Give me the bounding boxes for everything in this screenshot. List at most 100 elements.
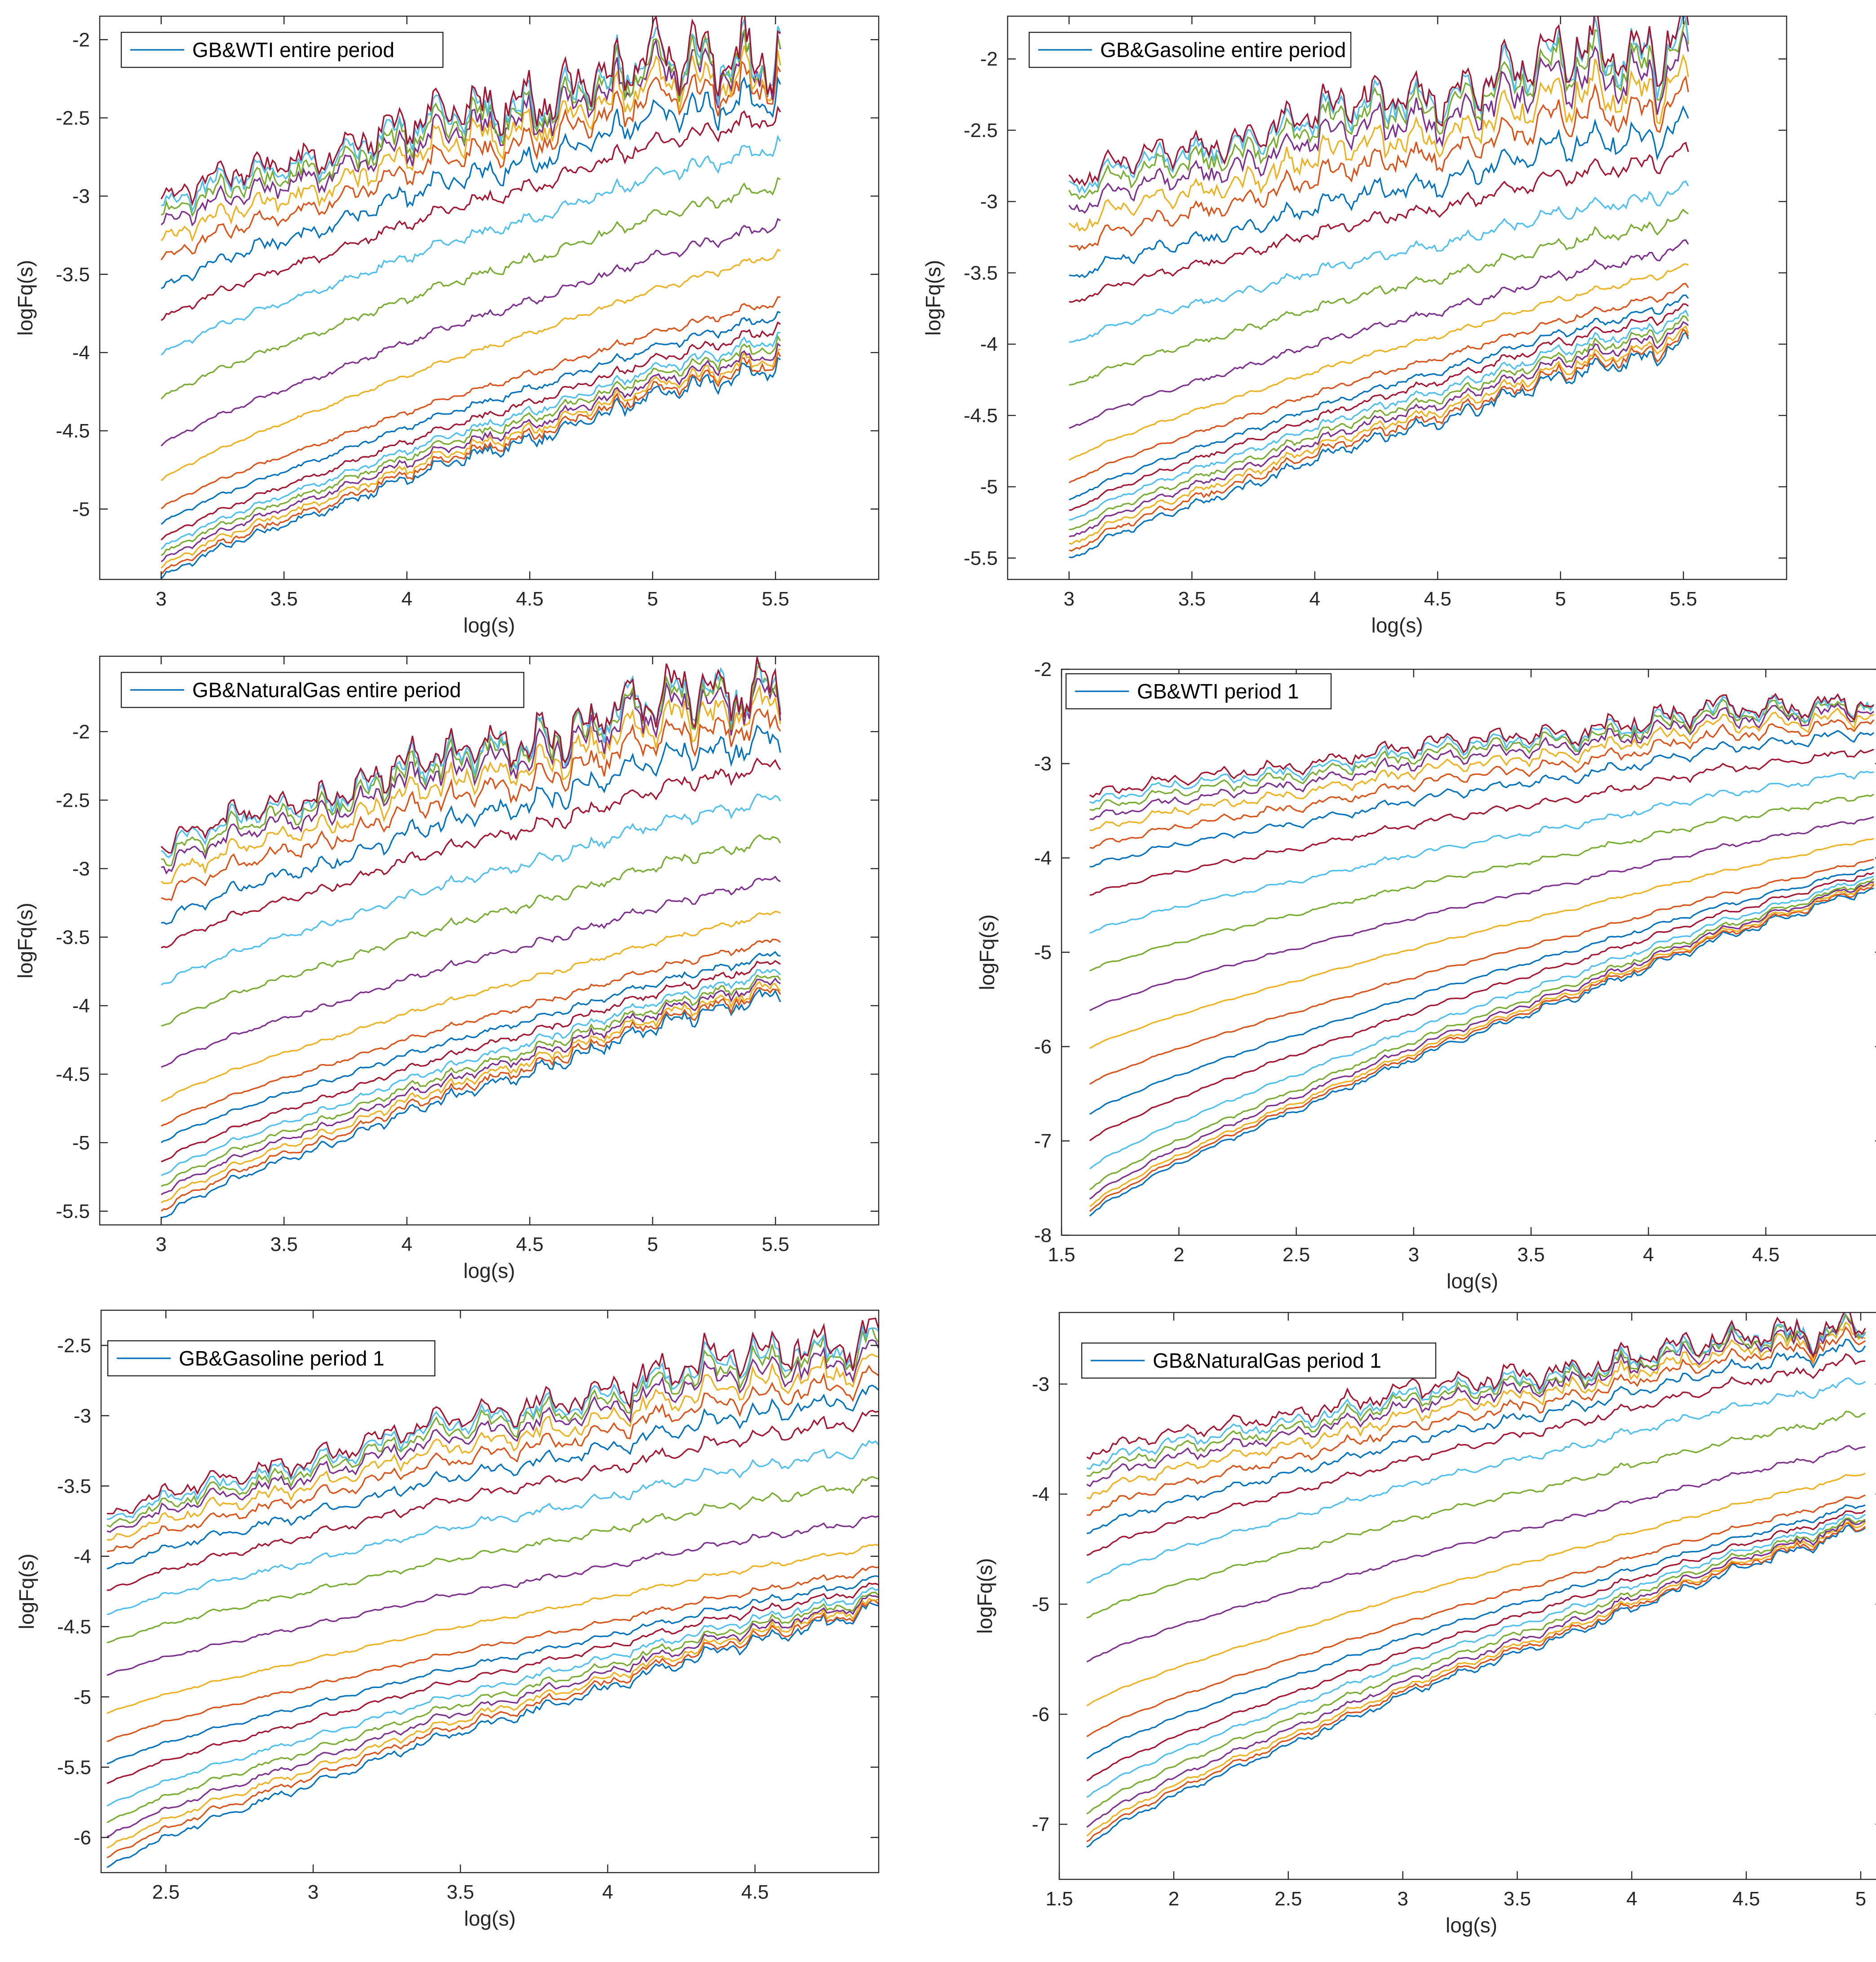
x-axis-label: log(s) [1371,614,1423,637]
y-tick-label: -3 [1032,1373,1049,1395]
series-line-q--2 [106,1582,879,1784]
series-line-q-3.5 [160,30,781,227]
series-line-q--0.5 [106,1544,879,1714]
y-tick-label: -4 [72,995,90,1017]
series-line-q--0.5 [1089,838,1874,1049]
series-line-q-3 [1068,53,1689,232]
x-tick-label: 5 [1855,1888,1866,1910]
series-line-q-3 [107,1353,879,1541]
series-line-q-1.5 [1069,141,1689,303]
series-line-q-3.5 [1089,703,1875,820]
series-line-q--4.5 [160,349,781,575]
x-tick-label: 4 [402,1233,412,1255]
x-tick-label: 4.5 [1424,588,1451,610]
series-line-q--3 [161,974,781,1187]
series-line-q-0.5 [1086,1410,1866,1619]
series-line-q-4 [1089,698,1875,811]
series-line-q--4 [160,981,781,1204]
y-tick-label: -2.5 [56,107,90,129]
x-tick-label: 5.5 [1670,588,1697,610]
series-line-q-1 [1089,771,1874,934]
y-tick-label: -3 [72,186,90,208]
series-line-q--1 [1086,1494,1866,1737]
legend-label: GB&NaturalGas period 1 [1153,1349,1381,1372]
x-tick-label: 1.5 [1045,1888,1073,1910]
series-line-q--0.5 [160,248,781,482]
series-line-q-1 [160,134,781,356]
legend: GB&WTI entire period [120,31,444,68]
series-line-q--4.5 [106,1599,879,1859]
axes-box [99,15,880,580]
y-tick-label: -7 [1032,1813,1049,1835]
series-line-q-2.5 [1069,75,1689,252]
chart-gb-naturalgas-entire: 3 3.5 4 4.5 5 5.5 -5.5 -5 -4.5 -4 -3.5 -3 -2.5 -2 log(… [13,655,880,1282]
chart-panel-gb-naturalgas-entire: 3 3.5 4 4.5 5 5.5 -5.5 -5 -4.5 -4 -3.5 -3 -2.5 -2 log(… [0,654,938,1308]
y-tick-label: -5.5 [57,1756,91,1778]
series-line-q-1.5 [106,1410,879,1591]
series-line-q-2 [1086,1339,1866,1534]
chart-gb-gasoline-entire: 3 3.5 4 4.5 5 5.5 -5.5 -5 -4.5 -4 -3.5 -3 -2.5 -2 log(… [921,15,1788,637]
series-line-q--5 [1069,331,1689,558]
series-line-q--2 [1089,872,1874,1141]
series-line-q-1.5 [1086,1353,1866,1556]
x-tick-label: 4 [1643,1244,1654,1266]
series-line-q-0.5 [1069,208,1689,386]
series-group [160,657,781,1219]
series-line-q-0.5 [161,834,781,1027]
series-line-q-1 [106,1440,879,1615]
series-line-q--2.5 [1086,1513,1866,1798]
series-line-q-0.5 [160,177,781,400]
y-tick-label: -4 [72,342,90,364]
series-line-q-1.5 [161,757,781,949]
series-line-q-3 [1086,1321,1866,1500]
x-tick-label: 4 [602,1881,613,1903]
series-line-q-2.5 [161,708,781,901]
series-line-q-2 [1069,105,1689,278]
x-tick-label: 3 [1064,588,1075,610]
y-tick-label: -4.5 [57,1616,91,1638]
series-line-q--2 [160,321,781,541]
series-line-q--1 [106,1565,879,1742]
series-line-q--4 [1086,1521,1866,1837]
series-line-q--3.5 [1086,1518,1866,1828]
x-tick-label: 5.5 [762,1233,789,1255]
series-line-q--3.5 [160,977,781,1195]
y-tick-label: -5 [72,1132,90,1154]
series-line-q-5 [160,657,781,854]
series-line-q-0 [1069,239,1689,429]
series-line-q--1 [160,938,781,1127]
y-tick-label: -8 [1034,1224,1052,1246]
y-axis-label: logFq(s) [973,1558,996,1634]
x-tick-label: 4.5 [741,1881,769,1903]
y-tick-label: -5.5 [56,1200,90,1222]
x-tick-label: 2.5 [1283,1244,1310,1266]
y-tick-label: -4 [1032,1483,1049,1505]
x-axis-label: log(s) [463,614,515,637]
series-line-q-4 [1068,19,1689,200]
x-tick-label: 3 [1397,1888,1408,1910]
series-line-q-4.5 [1089,693,1875,804]
x-tick-label: 2.5 [1274,1888,1302,1910]
x-tick-label: 5 [647,1233,658,1255]
series-group [106,1317,879,1868]
series-line-q--1.5 [160,311,781,525]
legend: GB&NaturalGas entire period [120,672,525,708]
series-line-q--2.5 [160,331,781,550]
chart-panel-gb-gasoline-period1: 2.5 3 3.5 4 4.5 -6 -5.5 -5 -4.5 -4 -3.5 -3 -2.5 log(s… [0,1308,938,1962]
x-tick-label: 3 [1408,1244,1419,1266]
series-line-q-2.5 [1089,719,1875,849]
series-line-q-0.5 [106,1476,879,1644]
series-line-q-1.5 [1089,749,1874,896]
y-tick-label: -2.5 [57,1335,91,1357]
series-line-q--4 [1069,325,1689,545]
series-line-q-3 [1089,707,1874,831]
series-group [1086,1312,1866,1848]
series-line-q-3.5 [1086,1313,1866,1487]
y-tick-label: -5 [980,476,998,498]
x-tick-label: 4 [1310,588,1320,610]
series-line-q--4.5 [1069,328,1689,552]
x-tick-label: 3.5 [447,1881,474,1903]
series-line-q-2 [161,75,781,289]
x-tick-label: 4.5 [516,588,544,610]
y-tick-label: -3 [74,1405,91,1427]
